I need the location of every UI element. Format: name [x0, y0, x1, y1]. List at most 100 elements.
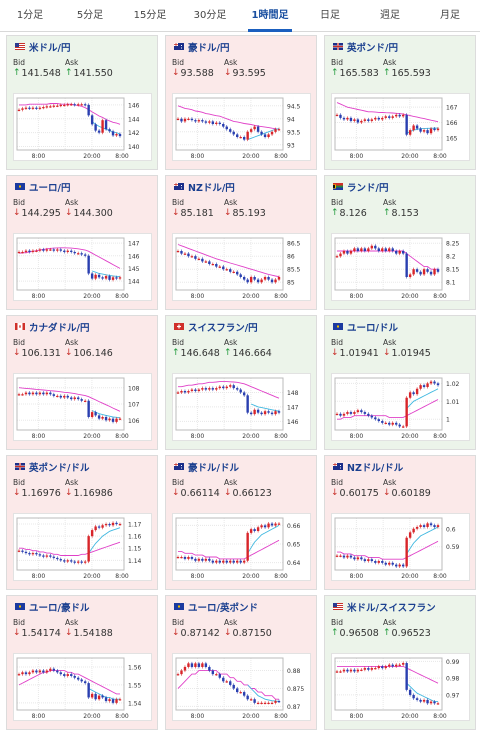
candle: [356, 119, 360, 123]
candle: [253, 529, 256, 531]
candle: [349, 251, 353, 254]
candle: [377, 561, 380, 563]
arrow-down-icon: ↓: [383, 488, 391, 498]
currency-pair-link[interactable]: ユーロ/円: [13, 180, 151, 194]
bid-price: ↓ 85.181: [172, 208, 224, 220]
arrow-up-icon: ↑: [383, 628, 391, 638]
candle: [59, 395, 62, 398]
currency-pair-link[interactable]: カナダドル/円: [13, 320, 151, 334]
mini-chart[interactable]: 94.5 94 93.5 93 8:00 20:00 8:00: [172, 93, 311, 161]
moving-average-line-2: [247, 128, 280, 141]
y-tick-label: 0.6: [446, 526, 456, 533]
y-tick-label: 1.56: [128, 664, 142, 671]
mini-chart[interactable]: 86.5 86 85.5 85 8:00 20:00 8:00: [172, 233, 311, 301]
mini-chart[interactable]: 0.88 0.875 0.87 8:00 20:00 8:00: [172, 653, 311, 721]
candle: [232, 131, 235, 135]
candle: [422, 130, 426, 132]
currency-pair-link[interactable]: NZドル/円: [172, 180, 310, 194]
chart-svg: 86.5 86 85.5 85 8:00 20:00 8:00: [175, 237, 301, 300]
candle: [104, 417, 108, 421]
candle: [388, 664, 391, 667]
mini-chart[interactable]: 1.56 1.55 1.54 8:00 20:00 8:00: [13, 653, 152, 721]
candle: [42, 555, 45, 557]
candle: [225, 269, 228, 271]
tab-0[interactable]: 1分足: [16, 10, 44, 21]
bid-price: ↓ 0.60175: [331, 488, 383, 500]
mini-chart[interactable]: 8.25 8.2 8.15 8.1 8:00 20:00 8:00: [331, 233, 470, 301]
ask-label: Ask: [65, 58, 79, 67]
mini-chart[interactable]: 0.99 0.98 0.97 8:00 20:00 8:00: [331, 653, 470, 721]
pair-name: ユーロ/英ポンド: [188, 602, 258, 614]
currency-pair-link[interactable]: 米ドル/円: [13, 40, 151, 54]
tab-2[interactable]: 15分足: [133, 10, 167, 21]
currency-pair-link[interactable]: 豪ドル/ドル: [172, 460, 310, 474]
plot-frame: [175, 377, 284, 431]
currency-pair-link[interactable]: ユーロ/ドル: [331, 320, 469, 334]
candle: [101, 695, 104, 698]
candle: [363, 559, 367, 562]
ask-value: 0.66123: [232, 488, 272, 499]
ask-label: Ask: [383, 478, 397, 487]
moving-average-line-2: [88, 688, 120, 700]
currency-pair-link[interactable]: スイスフラン/円: [172, 320, 310, 334]
arrow-up-icon: ↑: [331, 208, 339, 218]
candle: [83, 254, 87, 256]
mini-chart[interactable]: 108 107 106 8:00 20:00 8:00: [13, 373, 152, 441]
flag-nz-icon: [172, 183, 188, 190]
bid-value: 0.96508: [339, 628, 379, 639]
candle: [398, 114, 401, 117]
candle: [246, 695, 249, 700]
currency-pair-link[interactable]: ユーロ/豪ドル: [13, 600, 151, 614]
tab-1[interactable]: 5分足: [76, 10, 104, 21]
bid-price: ↓ 93.588: [172, 68, 224, 80]
y-tick-label: 0.88: [287, 668, 301, 675]
currency-pair-link[interactable]: 英ポンド/ドル: [13, 460, 151, 474]
bid-label: Bid: [13, 338, 25, 347]
candle: [176, 251, 180, 253]
y-tick-label: 86: [287, 254, 295, 261]
mini-chart[interactable]: 1.02 1.01 1 8:00 20:00 8:00: [331, 373, 470, 441]
candle: [101, 525, 104, 528]
flag-eu-icon: [13, 603, 29, 610]
tab-6[interactable]: 週足: [380, 10, 400, 21]
candle: [429, 271, 433, 275]
ask-value: 144.300: [73, 208, 113, 219]
currency-pair-link[interactable]: 米ドル/スイスフラン: [331, 600, 469, 614]
candle: [377, 666, 380, 669]
candle: [353, 248, 356, 251]
candle: [263, 277, 267, 280]
mini-chart[interactable]: 0.6 0.59 8:00 20:00 8:00: [331, 513, 470, 581]
candle: [56, 249, 59, 251]
currency-pair-link[interactable]: ユーロ/英ポンド: [172, 600, 310, 614]
candle: [374, 561, 377, 563]
candle: [277, 701, 281, 703]
mini-chart[interactable]: 148 147 146 8:00 20:00 8:00: [172, 373, 311, 441]
candle: [346, 117, 349, 120]
currency-pair-link[interactable]: ランド/円: [331, 180, 469, 194]
mini-chart[interactable]: 147 146 145 144 8:00 20:00 8:00: [13, 233, 152, 301]
currency-pair-link[interactable]: 英ポンド/円: [331, 40, 469, 54]
arrow-down-icon: ↓: [383, 348, 391, 358]
mini-chart[interactable]: 0.66 0.65 0.64 8:00 20:00 8:00: [172, 513, 311, 581]
tab-7[interactable]: 月足: [440, 10, 460, 21]
candle: [395, 422, 398, 425]
tab-3[interactable]: 30分足: [193, 10, 227, 21]
mini-chart[interactable]: 1.17 1.16 1.15 1.14 8:00 20:00 8:00: [13, 513, 152, 581]
bid-ask-labels: Bid Ask: [13, 478, 151, 487]
bid-price: ↓ 0.87142: [172, 628, 224, 640]
tab-5[interactable]: 日足: [320, 10, 340, 21]
candle: [101, 120, 104, 133]
candle: [405, 114, 408, 135]
candle: [384, 562, 387, 565]
currency-pair-link[interactable]: 豪ドル/円: [172, 40, 310, 54]
mini-chart[interactable]: 167 166 165 8:00 20:00 8:00: [331, 93, 470, 161]
candle: [239, 137, 242, 139]
candle: [429, 381, 433, 384]
tab-4[interactable]: 1時間足: [240, 0, 300, 32]
candle: [104, 276, 108, 279]
currency-pair-link[interactable]: NZドル/ドル: [331, 460, 469, 474]
candle: [270, 702, 274, 705]
candle: [190, 256, 194, 258]
mini-chart[interactable]: 146 144 142 140 8:00 20:00 8:00: [13, 93, 152, 161]
candle: [242, 392, 246, 396]
